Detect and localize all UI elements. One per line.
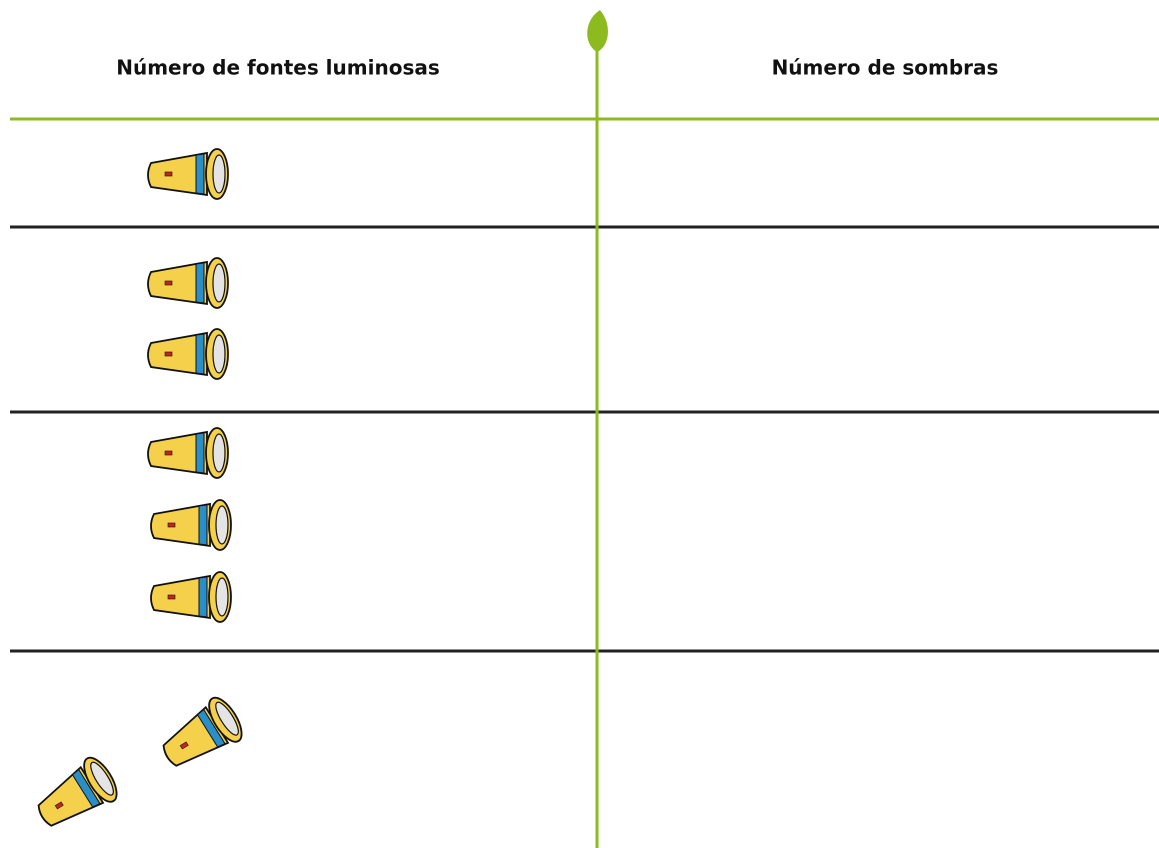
flashlight-icon (147, 328, 229, 380)
flashlight-icon (147, 148, 229, 200)
flashlight-icon (27, 751, 124, 839)
leaf-ornament (587, 10, 608, 52)
flashlight-icon (150, 499, 232, 551)
flashlight-icon (152, 691, 249, 779)
column-header: Número de sombras (772, 56, 999, 80)
flashlight-icon (147, 257, 229, 309)
column-header: Número de fontes luminosas (116, 56, 440, 80)
flashlight-icon (150, 571, 232, 623)
flashlight-icon (147, 427, 229, 479)
